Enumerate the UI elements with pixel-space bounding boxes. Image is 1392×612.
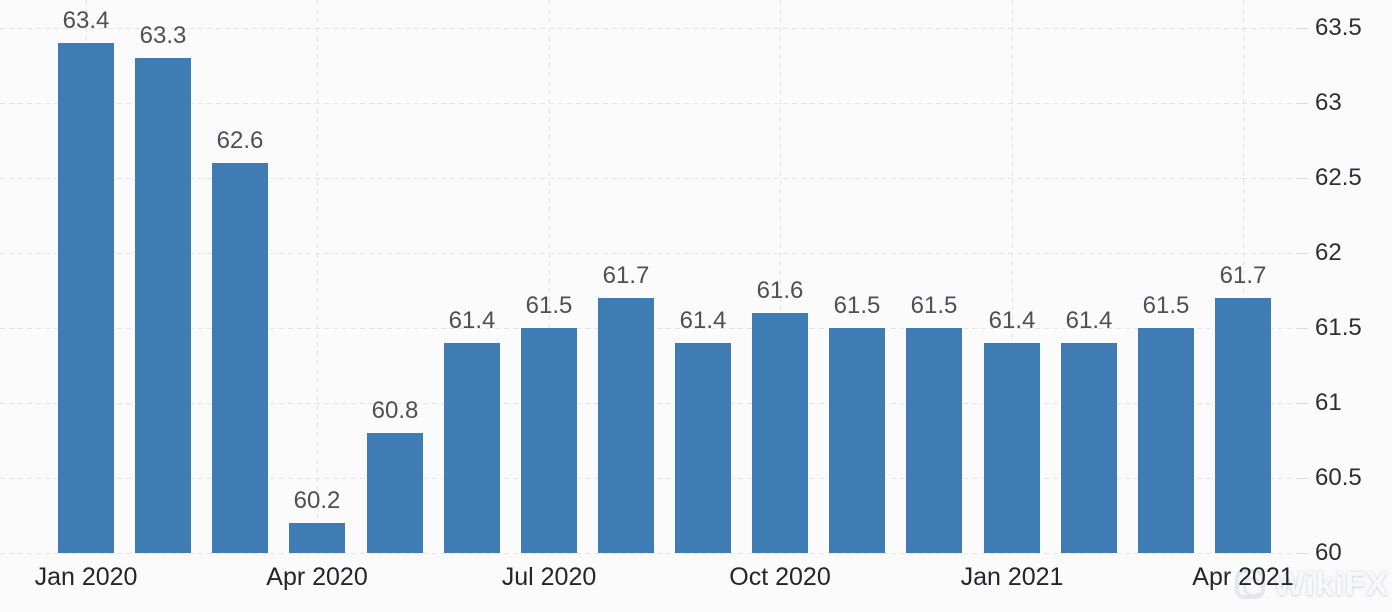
y-axis-label: 61	[1315, 389, 1342, 416]
bar-value-label: 63.3	[139, 22, 187, 49]
bar[interactable]	[212, 163, 268, 553]
bar-value-label: 61.7	[1219, 262, 1267, 289]
bar-value-label: 61.4	[988, 307, 1036, 334]
bar-value-label: 61.5	[525, 292, 573, 319]
bar-value-label: 61.5	[910, 292, 958, 319]
y-axis-tick	[1296, 178, 1308, 179]
y-axis-label: 60	[1315, 539, 1342, 566]
y-axis-tick	[1296, 103, 1308, 104]
x-axis-label: Jan 2021	[960, 563, 1064, 591]
bar[interactable]	[289, 523, 345, 553]
x-axis-label: Jan 2020	[34, 563, 138, 591]
bar[interactable]	[1215, 298, 1271, 553]
bar-value-label: 61.4	[448, 307, 496, 334]
bar-value-label: 61.7	[602, 262, 650, 289]
gridline-vertical	[1012, 0, 1013, 553]
bar[interactable]	[752, 313, 808, 553]
x-axis-label: Jul 2020	[501, 563, 597, 591]
bar-value-label: 62.6	[216, 127, 264, 154]
y-axis-tick	[1296, 478, 1308, 479]
bar[interactable]	[135, 58, 191, 553]
wikifx-logo-icon	[1235, 569, 1266, 599]
y-axis-tick	[1296, 553, 1308, 554]
y-axis-label: 63	[1315, 89, 1342, 116]
bar[interactable]	[829, 328, 885, 553]
bar[interactable]	[367, 433, 423, 553]
bar[interactable]	[984, 343, 1040, 553]
y-axis-tick	[1296, 253, 1308, 254]
bar-value-label: 61.5	[833, 292, 881, 319]
bar-value-label: 61.4	[1065, 307, 1113, 334]
bar[interactable]	[521, 328, 577, 553]
gridline-vertical	[780, 0, 781, 553]
bar[interactable]	[444, 343, 500, 553]
gridline-horizontal	[0, 553, 1300, 554]
bar-value-label: 60.8	[371, 397, 419, 424]
watermark: WikiFX	[1235, 565, 1389, 603]
bar[interactable]	[58, 43, 114, 553]
gridline-vertical	[549, 0, 550, 553]
x-axis-label: Apr 2021	[1192, 563, 1294, 591]
gridline-horizontal	[0, 178, 1300, 179]
y-axis-tick	[1296, 403, 1308, 404]
gridline-vertical	[317, 0, 318, 553]
y-axis-label: 62	[1315, 239, 1342, 266]
bar[interactable]	[675, 343, 731, 553]
y-axis-tick	[1296, 28, 1308, 29]
bar[interactable]	[1061, 343, 1117, 553]
x-axis-label: Apr 2020	[266, 563, 368, 591]
bar-value-label: 63.4	[62, 7, 110, 34]
bar[interactable]	[1138, 328, 1194, 553]
bar-value-label: 60.2	[293, 487, 341, 514]
y-axis-label: 63.5	[1315, 14, 1362, 41]
bar-value-label: 61.5	[1142, 292, 1190, 319]
bar-value-label: 61.6	[756, 277, 804, 304]
bar[interactable]	[598, 298, 654, 553]
y-axis-tick	[1296, 328, 1308, 329]
bar-value-label: 61.4	[679, 307, 727, 334]
watermark-text: WikiFX	[1273, 565, 1389, 602]
gridline-horizontal	[0, 28, 1300, 29]
gridline-horizontal	[0, 103, 1300, 104]
gridline-horizontal	[0, 253, 1300, 254]
gridline-vertical	[1243, 0, 1244, 553]
y-axis-label: 62.5	[1315, 164, 1362, 191]
y-axis-label: 61.5	[1315, 314, 1362, 341]
y-axis-label: 60.5	[1315, 464, 1362, 491]
bar[interactable]	[906, 328, 962, 553]
x-axis-label: Oct 2020	[729, 563, 831, 591]
